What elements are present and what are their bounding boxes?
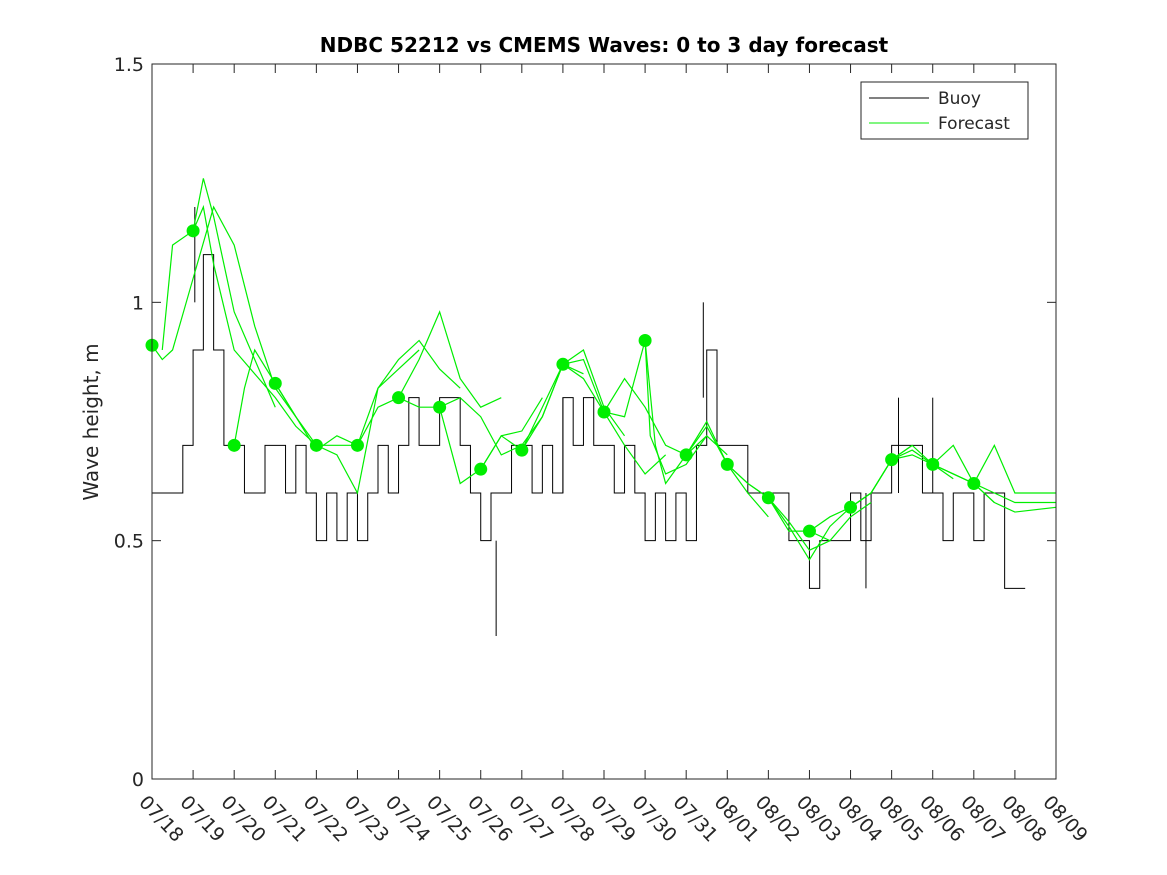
buoy-series (152, 207, 1026, 636)
forecast-point-18 (885, 453, 899, 467)
forecast-point-2 (227, 438, 241, 452)
forecast-point-13 (679, 448, 693, 462)
forecast-point-16 (802, 524, 816, 538)
forecast-run-19 (891, 443, 1056, 494)
forecast-run-2 (192, 204, 317, 446)
forecast-run-20 (932, 463, 1056, 504)
y-tick-label-3: 1.5 (114, 54, 144, 76)
chart-title: NDBC 52212 vs CMEMS Waves: 0 to 3 day fo… (320, 33, 889, 57)
forecast-run-10 (521, 358, 667, 475)
forecast-run-15 (726, 463, 872, 542)
forecast-point-17 (844, 500, 858, 514)
forecast-point-1 (186, 224, 200, 238)
forecast-run-21 (973, 483, 1057, 513)
forecast-point-6 (392, 391, 406, 405)
forecast-point-4 (309, 438, 323, 452)
forecast-run-7 (398, 397, 543, 485)
forecast-start-points (145, 224, 981, 538)
forecast-run-13 (644, 340, 769, 518)
forecast-point-19 (926, 457, 940, 471)
forecast-run-0 (151, 205, 297, 418)
y-axis-label: Wave height, m (79, 343, 103, 500)
forecast-point-14 (720, 457, 734, 471)
forecast-point-11 (597, 405, 611, 419)
legend-forecast-label: Forecast (938, 114, 1010, 134)
forecast-run-4 (274, 349, 420, 495)
buoy-line (152, 254, 1026, 589)
legend-box (860, 81, 1029, 140)
forecast-point-5 (350, 438, 364, 452)
legend-buoy-label: Buoy (938, 89, 981, 109)
forecast-point-7 (433, 400, 447, 414)
forecast-point-12 (638, 333, 652, 347)
plot-area (145, 178, 1057, 636)
forecast-point-9 (515, 443, 529, 457)
forecast-run-9 (480, 349, 626, 470)
forecast-point-20 (967, 476, 981, 490)
forecast-point-3 (268, 376, 282, 390)
y-tick-label-1: 0.5 (114, 531, 144, 553)
forecast-run-6 (356, 310, 502, 446)
forecast-point-8 (474, 462, 488, 476)
forecast-run-1 (161, 178, 276, 408)
forecast-run-5 (316, 339, 461, 446)
legend: Buoy Forecast (860, 81, 1029, 140)
y-tick-label-0: 0 (132, 769, 144, 791)
forecast-point-15 (761, 491, 775, 505)
y-tick-label-2: 1 (132, 292, 144, 314)
forecast-point-10 (556, 357, 570, 371)
